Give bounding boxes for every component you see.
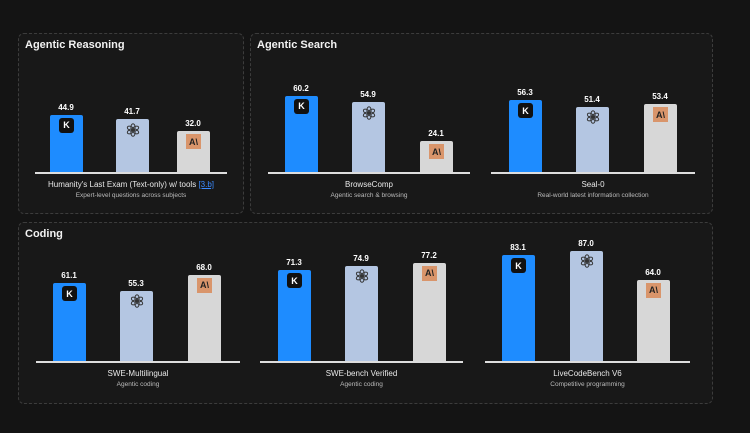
value-label: 53.4 [652, 92, 668, 102]
anthropic-icon: A\ [197, 277, 212, 293]
value-label: 24.1 [428, 129, 444, 139]
value-label: 64.0 [645, 267, 661, 277]
panel-title: Coding [25, 228, 63, 240]
bar-anthropic: A\ [420, 141, 453, 172]
reference-link[interactable]: [3.b] [198, 180, 215, 189]
benchmark-subtitle: Agentic coding [340, 381, 383, 388]
bar-openai [570, 250, 603, 361]
openai-icon [129, 294, 144, 309]
benchmark-title: BrowseComp [344, 180, 393, 189]
panel-title: Agentic Reasoning [25, 39, 125, 51]
baseline [491, 172, 695, 174]
value-label: 61.1 [61, 271, 77, 281]
value-label: 44.9 [58, 102, 74, 112]
benchmark-name: Seal-0 [473, 180, 713, 189]
benchmark-name: BrowseComp [249, 180, 489, 189]
value-label: 77.2 [421, 250, 437, 260]
kimi-icon: K [294, 98, 309, 114]
baseline [485, 361, 690, 363]
kimi-icon: K [62, 286, 77, 302]
value-label: 56.3 [517, 88, 533, 98]
benchmark-name: Humanity's Last Exam (Text-only) w/ tool… [11, 180, 251, 189]
benchmark-title: LiveCodeBench V6 [553, 369, 622, 378]
bar-openai [120, 290, 153, 361]
baseline [36, 361, 240, 363]
openai-icon [125, 122, 140, 137]
bar-anthropic: A\ [188, 274, 221, 361]
value-label: 54.9 [360, 90, 376, 100]
benchmark-title: SWE-Multilingual [107, 369, 169, 378]
baseline [35, 172, 227, 174]
benchmark-title: Seal-0 [581, 180, 605, 189]
bar-anthropic: A\ [644, 104, 677, 172]
value-label: 74.9 [353, 253, 369, 263]
value-label: 68.0 [196, 262, 212, 272]
benchmark-title: Humanity's Last Exam (Text-only) w/ tool… [47, 180, 197, 189]
baseline [268, 172, 470, 174]
value-label: 87.0 [578, 238, 594, 248]
bar-openai [345, 265, 378, 361]
benchmark-name: LiveCodeBench V6 [468, 369, 708, 378]
value-label: 71.3 [286, 258, 302, 268]
kimi-icon: K [287, 273, 302, 289]
bar-kimi: K [509, 100, 542, 172]
bar-kimi: K [285, 95, 318, 172]
openai-icon [579, 254, 594, 269]
panel-title: Agentic Search [257, 39, 338, 51]
bar-kimi: K [50, 114, 83, 172]
value-label: 55.3 [128, 278, 144, 288]
kimi-icon: K [511, 258, 526, 274]
kimi-icon: K [518, 103, 533, 119]
benchmark-subtitle: Competitive programming [550, 381, 625, 388]
benchmark-name: SWE-bench Verified [242, 369, 482, 378]
benchmark-title: SWE-bench Verified [325, 369, 398, 378]
anthropic-icon: A\ [422, 265, 437, 281]
value-label: 32.0 [185, 119, 201, 129]
value-label: 60.2 [293, 83, 309, 93]
bar-openai [116, 119, 149, 172]
kimi-icon: K [59, 117, 74, 133]
bar-anthropic: A\ [413, 262, 446, 361]
value-label: 51.4 [584, 94, 600, 104]
bar-kimi: K [502, 255, 535, 361]
benchmark-subtitle: Agentic search & browsing [330, 192, 408, 199]
anthropic-icon: A\ [653, 107, 668, 123]
bar-openai [352, 102, 385, 172]
benchmark-subtitle: Real-world latest information collection [537, 192, 649, 199]
benchmark-subtitle: Expert-level questions across subjects [75, 192, 187, 199]
panel-agentic-search: Agentic Search [250, 33, 713, 214]
openai-icon [361, 105, 376, 120]
openai-icon [585, 110, 600, 125]
benchmark-name: SWE-Multilingual [18, 369, 258, 378]
anthropic-icon: A\ [429, 144, 444, 160]
value-label: 41.7 [124, 107, 140, 117]
anthropic-icon: A\ [186, 134, 201, 150]
baseline [260, 361, 463, 363]
bar-anthropic: A\ [177, 131, 210, 172]
openai-icon [354, 269, 369, 284]
bar-kimi: K [278, 270, 311, 361]
anthropic-icon: A\ [646, 282, 661, 298]
bar-kimi: K [53, 283, 86, 361]
bar-anthropic: A\ [637, 279, 670, 361]
benchmark-subtitle: Agentic coding [116, 381, 160, 388]
value-label: 83.1 [510, 243, 526, 253]
bar-openai [576, 106, 609, 172]
